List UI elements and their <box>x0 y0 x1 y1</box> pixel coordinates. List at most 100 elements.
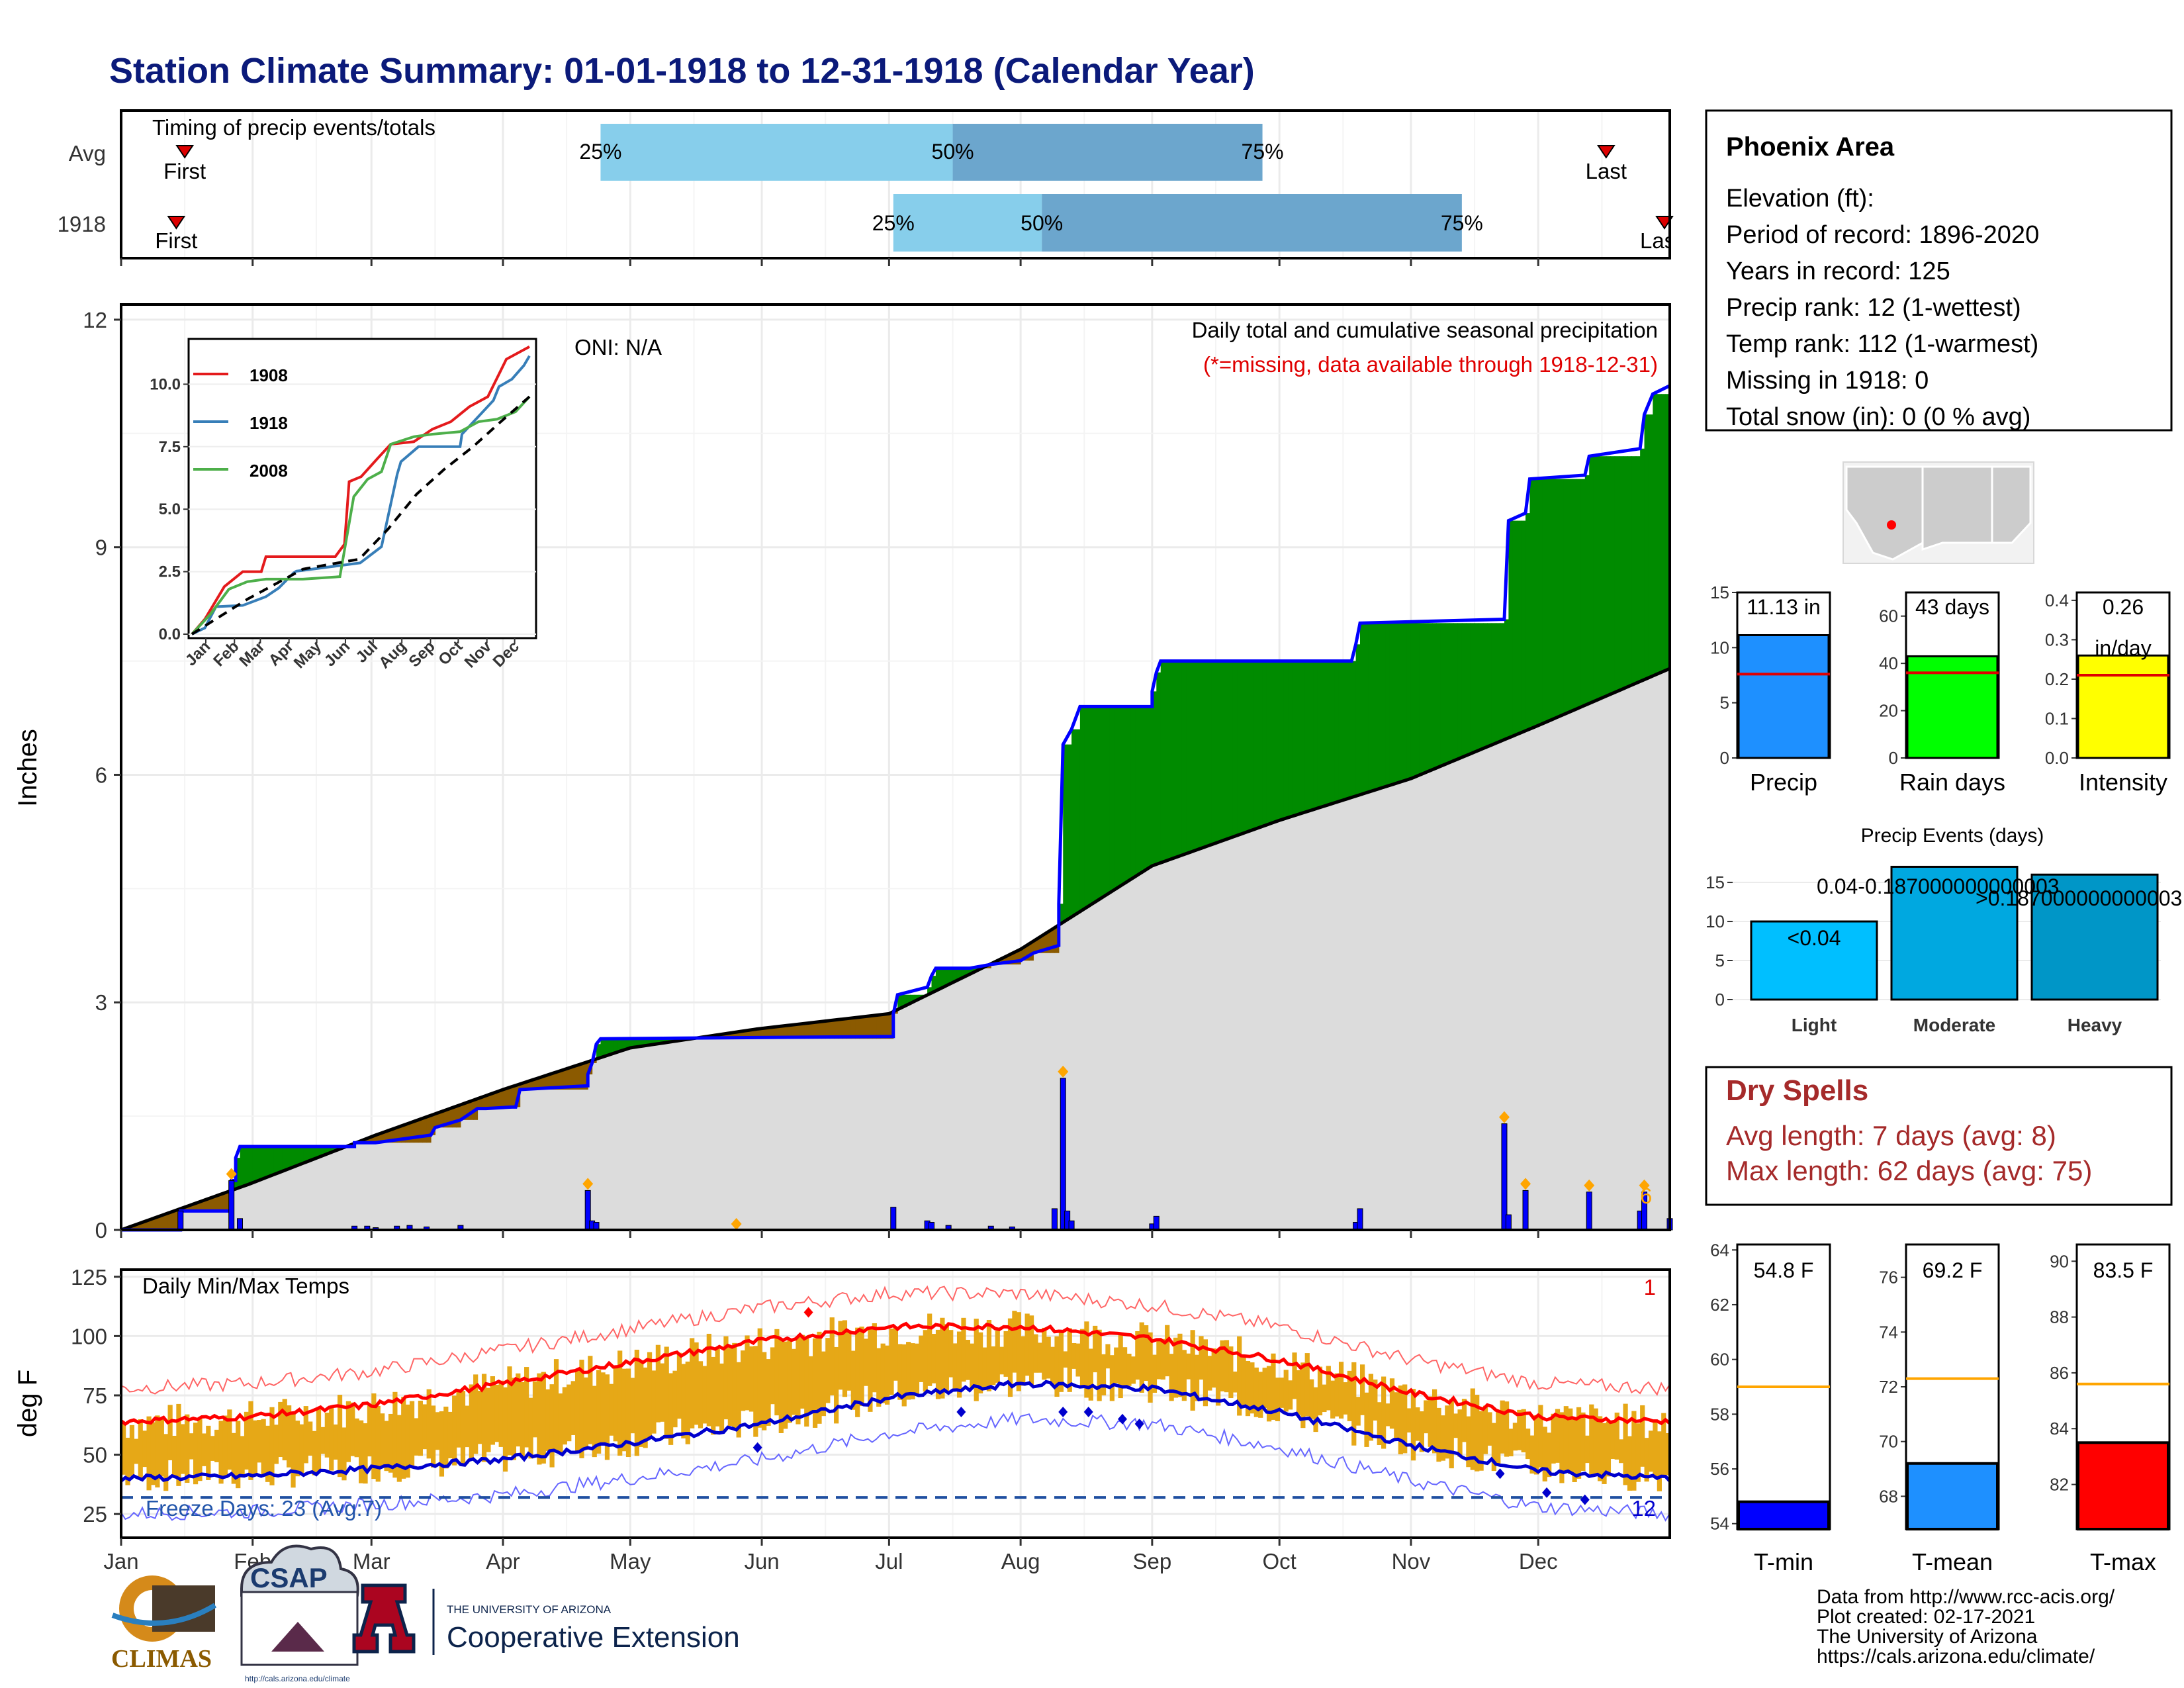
daily-temp-range-bar <box>333 1424 338 1460</box>
daily-temp-range-bar <box>1296 1370 1302 1415</box>
credit-line-date: Plot created: 02-17-2021 <box>1817 1606 2035 1628</box>
surplus-fill <box>1313 661 1318 809</box>
surplus-fill <box>252 1146 257 1182</box>
daily-temp-range-bar <box>991 1346 996 1385</box>
daily-temp-range-bar <box>282 1399 287 1461</box>
daily-temp-range-bar <box>405 1404 410 1478</box>
record-temp-marker <box>1580 1494 1590 1505</box>
temp-ylabel: deg F <box>13 1370 42 1437</box>
daily-temp-range-bar <box>846 1330 852 1391</box>
daily-temp-range-bar <box>214 1429 220 1462</box>
surplus-fill <box>1139 706 1144 873</box>
deficit-fill <box>880 1014 886 1039</box>
inset-x-tick-label: May <box>291 637 326 673</box>
events-bar <box>2030 873 2159 1001</box>
daily-temp-range-bar <box>1160 1338 1165 1380</box>
deficit-fill <box>796 1024 801 1039</box>
daily-temp-range-bar <box>1512 1423 1518 1451</box>
deficit-fill <box>155 1217 160 1230</box>
daily-temp-range-bar <box>1266 1366 1272 1422</box>
surplus-fill <box>1606 456 1611 696</box>
deficit-fill <box>736 1031 741 1039</box>
top-event-marker <box>1498 1111 1510 1123</box>
temp-mini-y-tick-label: 88 <box>2050 1307 2069 1327</box>
surplus-fill <box>1118 706 1123 886</box>
surplus-fill <box>1300 661 1306 814</box>
surplus-fill <box>1177 661 1183 857</box>
surplus-fill <box>1245 661 1250 832</box>
surplus-fill <box>1623 456 1628 688</box>
daily-temp-range-bar <box>1186 1353 1191 1380</box>
daily-precip-bar <box>237 1218 244 1231</box>
daily-temp-range-bar <box>1007 1318 1013 1397</box>
daily-temp-range-bar <box>341 1427 347 1481</box>
last-event-label: Last <box>1640 228 1681 253</box>
daily-temp-range-bar <box>757 1328 762 1428</box>
deficit-fill <box>380 1133 385 1143</box>
daily-temp-range-bar <box>1398 1385 1403 1454</box>
deficit-fill <box>201 1200 206 1211</box>
surplus-fill <box>1160 661 1165 863</box>
page-title: Station Climate Summary: 01-01-1918 to 1… <box>109 51 1255 91</box>
daily-temp-range-bar <box>460 1391 466 1464</box>
daily-temp-range-bar <box>481 1374 487 1462</box>
events-x-label: Heavy <box>2068 1015 2122 1035</box>
temp-mini-value-bar <box>2077 1441 2169 1530</box>
station-info-line: Period of record: 1896-2020 <box>1726 221 2039 249</box>
surplus-fill <box>1368 623 1373 792</box>
deficit-fill <box>1016 950 1021 964</box>
daily-temp-range-bar <box>940 1317 945 1399</box>
daily-temp-range-bar <box>935 1329 941 1399</box>
deficit-fill <box>435 1113 440 1128</box>
deficit-fill <box>142 1221 148 1230</box>
daily-temp-range-bar <box>498 1380 504 1447</box>
temp-mini-y-tick-label: 70 <box>1879 1432 1898 1452</box>
daily-temp-range-bar <box>1288 1380 1293 1410</box>
surplus-fill <box>312 1146 317 1159</box>
daily-temp-range-bar <box>439 1411 445 1477</box>
daily-temp-range-bar <box>927 1313 933 1386</box>
deficit-fill <box>778 1026 784 1039</box>
daily-temp-range-bar <box>1173 1337 1179 1398</box>
daily-temp-range-bar <box>553 1359 559 1451</box>
credit-line-url: https://cals.arizona.edu/climate/ <box>1817 1646 2095 1667</box>
surplus-fill <box>1122 706 1127 884</box>
daily-temp-range-bar <box>609 1383 614 1436</box>
deficit-fill <box>401 1125 406 1143</box>
timing-row-label-avg: Avg <box>69 141 106 165</box>
deficit-fill <box>855 1017 860 1039</box>
deficit-fill <box>872 1015 877 1039</box>
surplus-fill <box>1491 623 1496 745</box>
deficit-fill <box>456 1105 461 1128</box>
deficit-fill <box>799 1023 805 1039</box>
daily-temp-range-bar <box>1258 1372 1263 1418</box>
last-event-marker <box>1596 145 1615 159</box>
daily-temp-range-bar <box>350 1402 355 1456</box>
inset-x-tick-label: Jan <box>182 637 214 669</box>
daily-temp-range-bar <box>185 1414 190 1483</box>
surplus-fill <box>596 1044 602 1058</box>
daily-temp-range-bar <box>965 1340 970 1380</box>
mini-bar-value-label: 43 days <box>1915 595 1989 619</box>
inset-average-line <box>191 395 531 635</box>
inset-x-tick-label: Dec <box>490 637 523 671</box>
temp-mini-y-tick-label: 86 <box>2050 1363 2069 1383</box>
daily-temp-range-bar <box>1559 1412 1565 1483</box>
daily-temp-range-bar <box>396 1415 402 1482</box>
events-y-tick-label: 10 <box>1706 912 1725 931</box>
deficit-fill <box>741 1031 746 1039</box>
inset-x-tick-label: Apr <box>265 637 297 669</box>
daily-temp-range-bar <box>1326 1366 1331 1411</box>
daily-temp-range-bar <box>685 1361 690 1444</box>
daily-temp-range-bar <box>804 1338 809 1427</box>
daily-temp-range-bar <box>1487 1412 1492 1446</box>
daily-temp-range-bar <box>1275 1378 1280 1421</box>
timing-q75-label: 75% <box>1242 140 1284 164</box>
surplus-fill <box>604 1039 610 1056</box>
daily-precip-bar <box>1501 1123 1508 1231</box>
daily-temp-range-bar <box>1012 1311 1017 1373</box>
inset-chart: 0.0 2.5 5.0 7.5 10.0 JanFebMarAprMayJunJulAug… <box>150 338 537 673</box>
inset-series-line <box>191 346 530 635</box>
surplus-fill <box>1521 520 1526 732</box>
inset-x-tick-label: Jul <box>352 637 381 667</box>
